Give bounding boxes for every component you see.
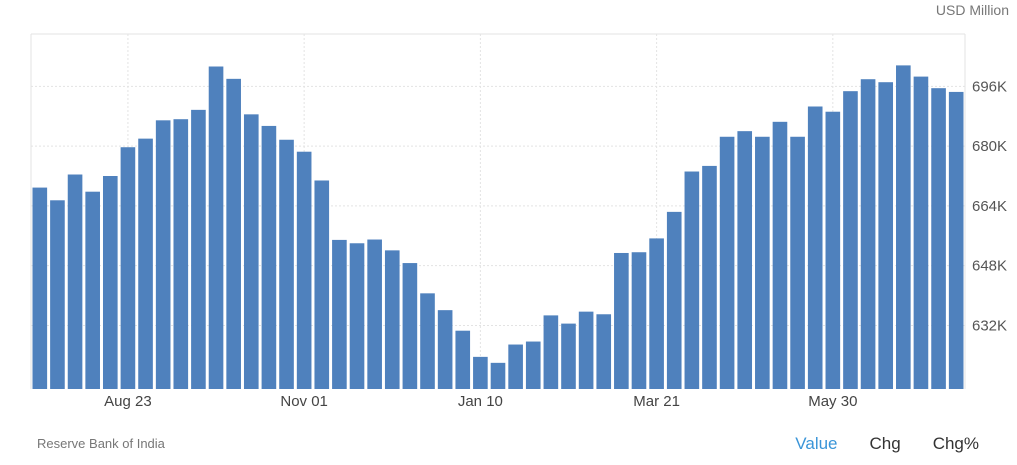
y-tick-label: 680K (972, 138, 1007, 155)
bar (807, 106, 823, 389)
bar (755, 136, 770, 389)
bar (243, 114, 259, 389)
bar (614, 252, 629, 389)
bar (226, 78, 241, 389)
bar (596, 314, 612, 389)
bar (790, 136, 805, 389)
bar (896, 65, 911, 390)
bar (508, 344, 523, 389)
bar (825, 111, 841, 389)
view-tabs: Value Chg Chg% (795, 434, 979, 454)
x-tick-label: Jan 10 (458, 393, 503, 410)
bar (684, 171, 700, 389)
bar (561, 323, 576, 389)
bar (173, 119, 189, 389)
bar (349, 243, 365, 389)
bar (913, 76, 929, 389)
y-tick-label: 632K (972, 317, 1007, 334)
bar (191, 109, 206, 389)
bar (437, 310, 453, 389)
bar (525, 341, 541, 389)
tab-value[interactable]: Value (795, 434, 838, 453)
bar (455, 330, 471, 389)
source-label: Reserve Bank of India (37, 436, 165, 451)
bar (948, 91, 964, 389)
bar (860, 79, 876, 389)
bar (332, 239, 347, 389)
bar (208, 66, 224, 389)
bar (737, 131, 753, 389)
x-tick-label: May 30 (808, 393, 857, 410)
bar (32, 187, 48, 389)
bar (490, 362, 506, 389)
bar (67, 174, 83, 389)
bar-chart: 632K 648K 664K 680K 696K Aug 23 Nov 01 Jan 10 Ma… (30, 33, 1007, 410)
bar (473, 356, 488, 389)
bar (155, 120, 171, 390)
bar (420, 293, 435, 389)
bar (666, 211, 682, 389)
x-tick-label: Nov 01 (280, 393, 328, 410)
bar (279, 139, 294, 389)
y-tick-label: 648K (972, 258, 1007, 275)
bar (578, 311, 594, 389)
tab-chg-percent[interactable]: Chg% (932, 434, 979, 453)
bar (402, 263, 418, 389)
bar (719, 136, 735, 389)
bar (296, 151, 312, 389)
bar (649, 238, 664, 389)
tab-chg[interactable]: Chg (869, 434, 901, 453)
bar (367, 239, 382, 389)
bar (50, 200, 65, 389)
bar (261, 125, 277, 389)
x-tick-label: Aug 23 (104, 393, 152, 410)
bar (120, 147, 136, 389)
bar (631, 252, 647, 389)
bar (702, 165, 717, 389)
bar (384, 250, 400, 389)
y-tick-label: 696K (972, 78, 1007, 95)
bar (138, 138, 153, 389)
bar (843, 91, 858, 390)
bar (543, 315, 559, 389)
bar (878, 82, 894, 389)
bar (102, 176, 118, 389)
bar (85, 191, 100, 389)
bar (314, 180, 330, 389)
y-tick-label: 664K (972, 198, 1007, 215)
bar (931, 88, 946, 390)
x-tick-label: Mar 21 (633, 393, 680, 410)
unit-label: USD Million (935, 2, 1009, 18)
bar (772, 121, 788, 389)
